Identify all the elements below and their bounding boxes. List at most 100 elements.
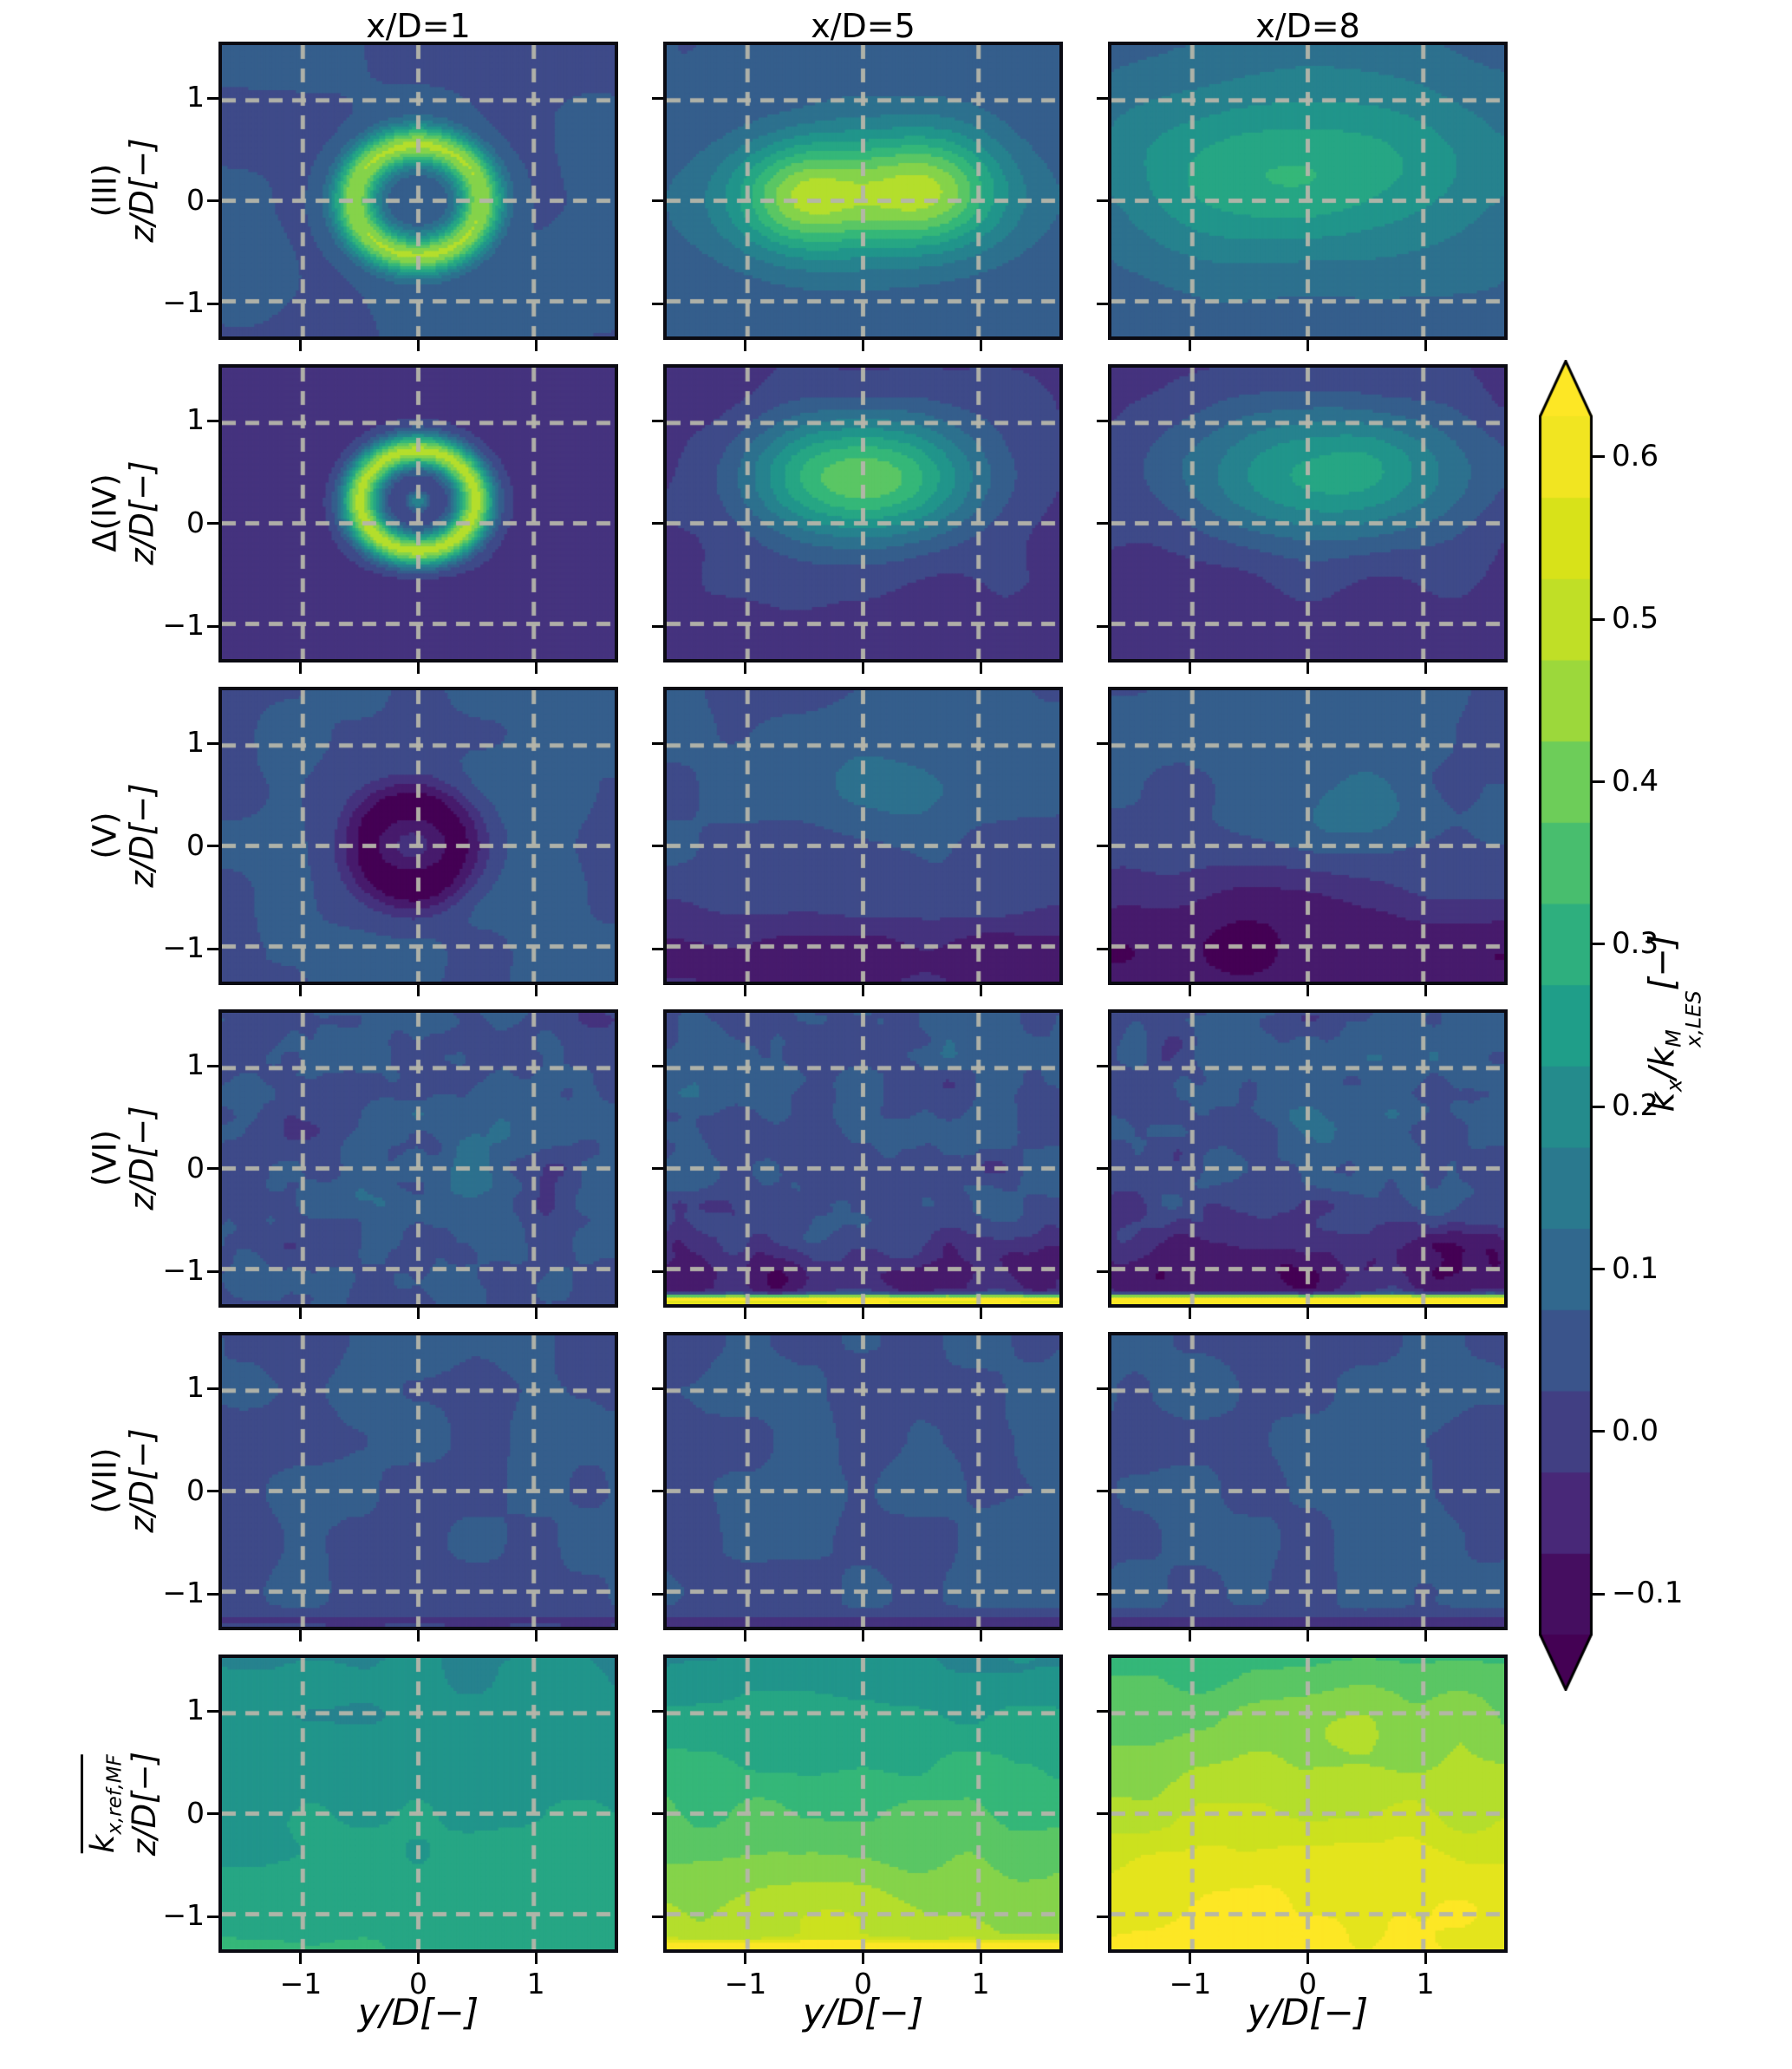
axis-tick: [299, 985, 303, 996]
axis-tick: [534, 1953, 538, 1964]
axis-tick: [744, 1630, 747, 1641]
z-tick-label: 0: [186, 182, 205, 217]
contour-canvas: [1111, 1013, 1504, 1304]
axis-tick: [979, 1630, 982, 1641]
axis-tick: [652, 1709, 663, 1713]
panel-row6-col2: [663, 1655, 1063, 1953]
colorbar-tick-label: 0.1: [1612, 1250, 1659, 1286]
axis-tick: [417, 1308, 420, 1319]
axis-tick: [534, 340, 538, 351]
axis-tick: [1593, 617, 1605, 621]
z-tick-label: 0: [186, 505, 205, 539]
axis-tick: [652, 741, 663, 745]
axis-tick: [299, 1308, 303, 1319]
axis-tick: [1097, 1490, 1108, 1493]
axis-tick: [652, 1592, 663, 1596]
panel-row6-col3: [1108, 1655, 1508, 1953]
y-tick-label: −1: [1169, 1967, 1212, 2000]
axis-tick: [1307, 1953, 1309, 1964]
axis-tick: [979, 1953, 982, 1964]
axis-tick: [979, 662, 982, 674]
panel-row2-col2: [663, 364, 1063, 662]
z-tick-label: 1: [186, 402, 205, 437]
axis-tick: [1307, 340, 1309, 351]
axis-tick: [862, 662, 864, 674]
colorbar-tick-label: 0.5: [1612, 601, 1659, 636]
axis-tick: [1307, 985, 1309, 996]
axis-tick: [1097, 1915, 1108, 1918]
colorbar-tick-label: 0.0: [1612, 1413, 1659, 1448]
row-label-4: (VI) z/D[−]: [68, 1009, 180, 1308]
z-tick-label: −1: [162, 1253, 205, 1288]
axis-tick: [207, 947, 218, 950]
contour-canvas: [222, 368, 615, 659]
panel-row3-col3: [1108, 687, 1508, 985]
z-tick-label: 1: [186, 80, 205, 114]
axis-tick: [652, 1812, 663, 1816]
axis-tick: [652, 1387, 663, 1390]
x-axis-label-col3: y/D[−]: [1247, 1991, 1369, 2033]
axis-tick: [652, 947, 663, 950]
axis-tick: [1097, 947, 1108, 950]
contour-canvas: [667, 1658, 1059, 1949]
colorbar-tick-label: −0.1: [1612, 1576, 1684, 1611]
axis-tick: [652, 624, 663, 628]
axis-tick: [207, 96, 218, 100]
z-tick-label: 1: [186, 725, 205, 760]
axis-tick: [207, 199, 218, 203]
z-tick-label: 0: [186, 1150, 205, 1185]
panel-row3-col1: [218, 687, 618, 985]
axis-tick: [1593, 455, 1605, 459]
axis-tick: [1424, 662, 1427, 674]
axis-tick: [1424, 1308, 1427, 1319]
panel-row1-col3: [1108, 42, 1508, 340]
axis-tick: [1097, 522, 1108, 525]
axis-tick: [1189, 1953, 1192, 1964]
y-tick-label: 0: [1299, 1967, 1317, 2000]
contour-canvas: [667, 1335, 1059, 1627]
row-id: (VI): [86, 1130, 124, 1187]
axis-tick: [1097, 1269, 1108, 1273]
axis-tick: [1097, 624, 1108, 628]
axis-tick: [1307, 1630, 1309, 1641]
row-id: (VII): [86, 1448, 124, 1515]
z-tick-label: 0: [186, 1795, 205, 1830]
y-tick-label: 1: [1416, 1967, 1435, 2000]
axis-tick: [1189, 985, 1192, 996]
axis-tick: [1097, 199, 1108, 203]
axis-tick: [534, 662, 538, 674]
z-tick-label: −1: [162, 608, 205, 643]
contour-canvas: [222, 1335, 615, 1627]
panel-row1-col2: [663, 42, 1063, 340]
row-label-3: (V) z/D[−]: [68, 687, 180, 985]
axis-tick: [744, 340, 747, 351]
axis-tick: [652, 199, 663, 203]
panel-row1-col1: [218, 42, 618, 340]
x-axis-label-col2: y/D[−]: [802, 1991, 924, 2033]
colorbar-tick-label: 0.4: [1612, 763, 1659, 799]
contour-canvas: [222, 1658, 615, 1949]
axis-tick: [1097, 845, 1108, 848]
colorbar-tick-label: 0.3: [1612, 925, 1659, 961]
axis-tick: [207, 845, 218, 848]
axis-tick: [1424, 1953, 1427, 1964]
axis-tick: [207, 1592, 218, 1596]
axis-tick: [979, 985, 982, 996]
axis-tick: [862, 340, 864, 351]
contour-canvas: [1111, 1658, 1504, 1949]
axis-tick: [207, 302, 218, 305]
axis-tick: [652, 522, 663, 525]
z-tick-label: 1: [186, 1370, 205, 1405]
axis-tick: [1097, 1812, 1108, 1816]
z-tick-label: −1: [162, 285, 205, 320]
row-label-2: Δ(IV) z/D[−]: [68, 364, 180, 662]
axis-tick: [1593, 1592, 1605, 1596]
row-id: (III): [86, 164, 124, 218]
axis-tick: [1189, 1308, 1192, 1319]
z-axis-label: z/D[−]: [123, 1106, 160, 1211]
axis-tick: [1097, 1709, 1108, 1713]
axis-tick: [1097, 1064, 1108, 1067]
axis-tick: [862, 985, 864, 996]
row-id: kx,ref,MF: [80, 1754, 127, 1853]
